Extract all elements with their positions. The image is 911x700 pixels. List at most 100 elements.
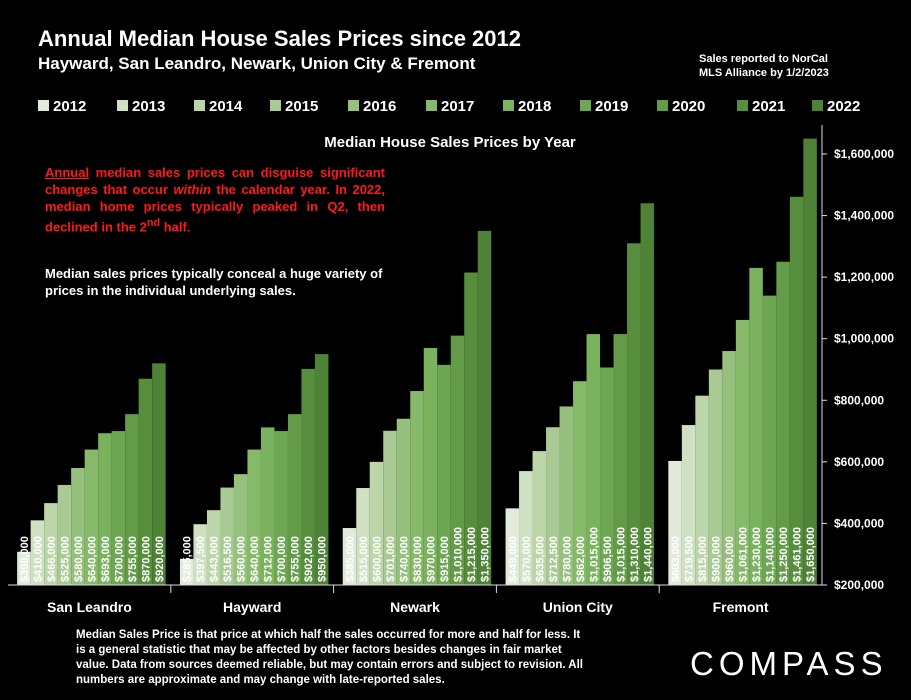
bar-san-leandro-2022: [152, 363, 166, 585]
data-label: $870,000: [140, 536, 152, 582]
bar-fremont-2016: [722, 351, 736, 585]
bar-union-city-2020: [613, 334, 628, 585]
bar-hayward-2019: [274, 431, 288, 585]
data-label: $900,000: [711, 536, 723, 582]
legend-swatch-2018: [503, 100, 514, 111]
bar-fremont-2013: [681, 425, 696, 585]
y-tick-label: $1,400,000: [834, 209, 894, 223]
data-label: $960,000: [724, 536, 736, 582]
data-label: $443,000: [209, 536, 221, 582]
data-label: $1,650,000: [805, 527, 817, 582]
bar-newark-2014: [369, 461, 384, 585]
data-label: $755,000: [290, 536, 302, 582]
bar-newark-2019: [437, 364, 451, 585]
data-label: $1,230,000: [751, 527, 763, 582]
bar-hayward-2012: [179, 558, 194, 585]
data-label: $700,000: [113, 536, 125, 582]
data-label: $1,310,000: [629, 527, 641, 582]
bar-union-city-2022: [640, 203, 655, 585]
y-tick-label: $800,000: [834, 393, 884, 407]
bar-union-city-2021: [627, 243, 641, 585]
bar-union-city-2012: [505, 508, 520, 585]
data-label: $560,000: [236, 536, 248, 582]
y-tick-label: $1,200,000: [834, 270, 894, 284]
legend-label-2022: 2022: [827, 98, 860, 115]
bar-hayward-2016: [233, 474, 248, 585]
data-label: $285,000: [182, 536, 194, 582]
data-label: $516,500: [222, 536, 234, 582]
y-tick-label: $200,000: [834, 578, 884, 592]
legend-label-2013: 2013: [132, 98, 165, 115]
data-label: $815,000: [697, 536, 709, 582]
bar-union-city-2017: [573, 381, 587, 585]
data-label: $1,215,000: [466, 527, 478, 582]
legend-label-2017: 2017: [441, 98, 474, 115]
bar-union-city-2018: [586, 334, 601, 585]
legend-label-2016: 2016: [363, 98, 396, 115]
data-label: $862,000: [575, 536, 587, 582]
chart-inner-title: Median House Sales Prices by Year: [324, 134, 576, 151]
data-label: $1,015,000: [615, 527, 627, 582]
category-label: Newark: [390, 599, 440, 615]
data-label: $915,000: [439, 536, 451, 582]
data-label: $719,500: [684, 536, 696, 582]
legend-swatch-2012: [38, 100, 49, 111]
legend-swatch-2013: [117, 100, 128, 111]
bar-newark-2018: [423, 347, 438, 585]
bar-newark-2015: [383, 430, 397, 585]
red-text-3: half.: [160, 219, 191, 235]
source-line-2: MLS Alliance by 1/2/2023: [699, 67, 829, 79]
bar-san-leandro-2016: [71, 468, 85, 585]
data-label: $525,000: [59, 536, 71, 582]
data-label: $640,000: [249, 536, 261, 582]
source-line-1: Sales reported to NorCal: [699, 53, 828, 65]
bar-fremont-2022: [803, 138, 817, 585]
red-text-1: median sales prices can disguise signifi…: [45, 165, 385, 197]
bar-san-leandro-2019: [111, 431, 126, 585]
y-tick-label: $1,000,000: [834, 332, 894, 346]
data-label: $712,000: [263, 536, 275, 582]
legend-label-2012: 2012: [53, 98, 86, 115]
category-label: San Leandro: [47, 599, 132, 615]
data-label: $755,000: [127, 536, 139, 582]
data-label: $603,000: [670, 536, 682, 582]
red-annotation: Annual median sales prices can disguise …: [45, 164, 385, 235]
bar-fremont-2012: [668, 460, 682, 585]
red-text-2: the calendar year. In 2022, median home …: [45, 182, 385, 235]
data-label: $740,000: [399, 536, 411, 582]
y-tick-label: $400,000: [834, 516, 884, 530]
data-label: $1,440,000: [642, 527, 654, 582]
bar-san-leandro-2012: [17, 551, 31, 585]
category-label: Fremont: [713, 599, 769, 615]
legend-swatch-2014: [194, 100, 205, 111]
bar-hayward-2014: [206, 510, 221, 585]
data-label: $902,000: [303, 536, 315, 582]
bar-fremont-2018: [749, 267, 763, 585]
within-word: within: [173, 182, 211, 197]
bar-newark-2020: [450, 335, 465, 585]
bar-san-leandro-2020: [125, 414, 139, 585]
data-label: $1,015,000: [588, 527, 600, 582]
bar-union-city-2015: [546, 427, 560, 585]
bar-union-city-2016: [559, 406, 574, 585]
legend-swatch-2015: [270, 100, 281, 111]
bar-hayward-2013: [193, 524, 207, 585]
data-label: $410,000: [32, 536, 44, 582]
bar-union-city-2019: [600, 367, 614, 585]
bar-san-leandro-2014: [44, 503, 58, 585]
bar-fremont-2017: [735, 319, 750, 585]
bar-hayward-2017: [247, 449, 261, 585]
legend-label-2015: 2015: [285, 98, 318, 115]
data-label: $693,000: [100, 536, 112, 582]
bar-hayward-2022: [314, 354, 329, 585]
data-label: $1,140,000: [765, 527, 777, 582]
bar-san-leandro-2018: [98, 433, 112, 585]
y-tick-label: $1,600,000: [834, 147, 894, 161]
category-label: Union City: [543, 599, 613, 615]
data-label: $635,000: [534, 536, 546, 582]
chart-title: Annual Median House Sales Prices since 2…: [38, 26, 521, 51]
annual-word: Annual: [45, 165, 90, 180]
data-label: $1,250,000: [778, 527, 790, 582]
bar-fremont-2021: [789, 196, 804, 585]
footnote: Median Sales Price is that price at whic…: [76, 629, 584, 686]
